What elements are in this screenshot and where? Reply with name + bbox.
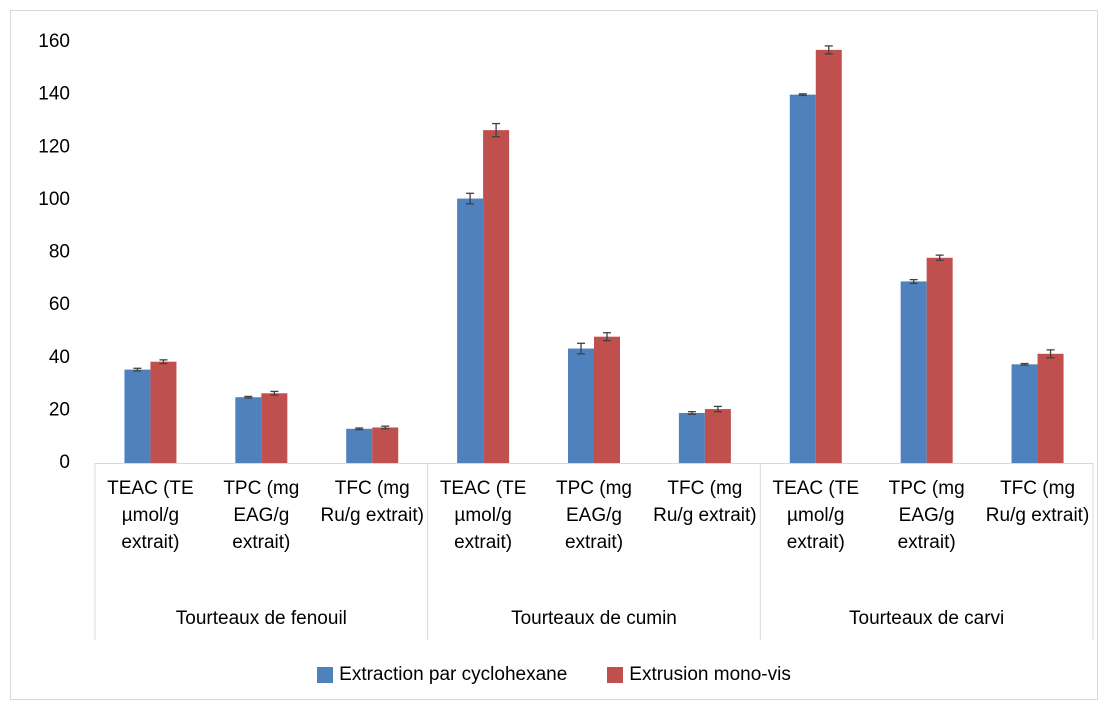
error-bar xyxy=(1046,349,1055,359)
bar xyxy=(457,198,484,463)
y-tick-label: 40 xyxy=(49,347,70,368)
bar xyxy=(594,336,620,463)
error-bar xyxy=(355,427,364,431)
y-tick-label: 120 xyxy=(38,136,70,157)
bar xyxy=(568,348,594,463)
bar xyxy=(235,397,262,463)
x-tick-label: TFC (mg Ru/g extrait) xyxy=(320,478,424,526)
group-label: Tourteaux de cumin xyxy=(511,608,677,629)
error-bar xyxy=(687,411,696,415)
x-tick-label: TEAC (TE µmol/g extrait) xyxy=(439,478,527,553)
y-tick-label: 80 xyxy=(49,242,70,263)
legend-label: Extrusion mono-vis xyxy=(629,664,791,685)
error-bar xyxy=(381,425,390,430)
error-bar xyxy=(909,278,918,284)
x-tick-label: TPC (mg EAG/g extrait) xyxy=(556,478,632,553)
legend-swatch xyxy=(607,667,624,683)
legend-item: Extraction par cyclohexane xyxy=(317,664,567,686)
error-bar xyxy=(824,45,833,55)
error-bar xyxy=(270,390,279,396)
error-bar xyxy=(935,254,944,262)
error-bar xyxy=(577,342,585,355)
x-tick-label: TPC (mg EAG/g extrait) xyxy=(223,478,300,553)
error-bar xyxy=(133,367,142,372)
error-bar xyxy=(492,122,501,138)
chart-border xyxy=(10,10,1098,700)
error-bar xyxy=(713,405,722,413)
bar xyxy=(346,428,373,463)
legend-item: Extrusion mono-vis xyxy=(607,664,791,686)
group-label: Tourteaux de fenouil xyxy=(175,608,347,629)
bar xyxy=(926,257,953,463)
bar xyxy=(678,413,705,463)
bar xyxy=(483,130,510,463)
y-tick-label: 20 xyxy=(49,399,70,420)
group-label: Tourteaux de carvi xyxy=(849,608,1005,629)
error-bar xyxy=(466,192,475,205)
bar xyxy=(1037,353,1064,463)
y-tick-label: 60 xyxy=(49,294,70,315)
legend-swatch xyxy=(317,667,334,683)
y-tick-label: 100 xyxy=(38,189,70,210)
x-tick-label: TPC (mg EAG/g extrait) xyxy=(888,478,965,553)
error-bar xyxy=(798,93,807,97)
bar xyxy=(124,369,151,463)
error-bar xyxy=(159,359,168,365)
bar xyxy=(789,94,816,463)
x-tick-label: TEAC (TE µmol/g extrait) xyxy=(107,478,194,553)
error-bar xyxy=(603,332,611,342)
y-tick-label: 0 xyxy=(59,452,70,473)
y-tick-label: 140 xyxy=(38,84,70,105)
x-tick-label: TFC (mg Ru/g extrait) xyxy=(653,478,757,526)
bar xyxy=(1011,364,1038,463)
error-bar xyxy=(1020,362,1029,366)
bar xyxy=(150,361,177,463)
legend-label: Extraction par cyclohexane xyxy=(339,664,568,685)
y-tick-label: 160 xyxy=(38,31,70,52)
legend: Extraction par cyclohexane Extrusion mono… xyxy=(0,664,1108,686)
x-tick-label: TFC (mg Ru/g extrait) xyxy=(985,478,1090,526)
x-tick-label: TEAC (TE µmol/g extrait) xyxy=(772,478,860,553)
bar xyxy=(704,409,731,463)
bar xyxy=(815,49,842,464)
bar xyxy=(261,393,288,463)
bar xyxy=(900,281,927,463)
error-bar xyxy=(244,395,253,399)
bar xyxy=(372,427,399,463)
